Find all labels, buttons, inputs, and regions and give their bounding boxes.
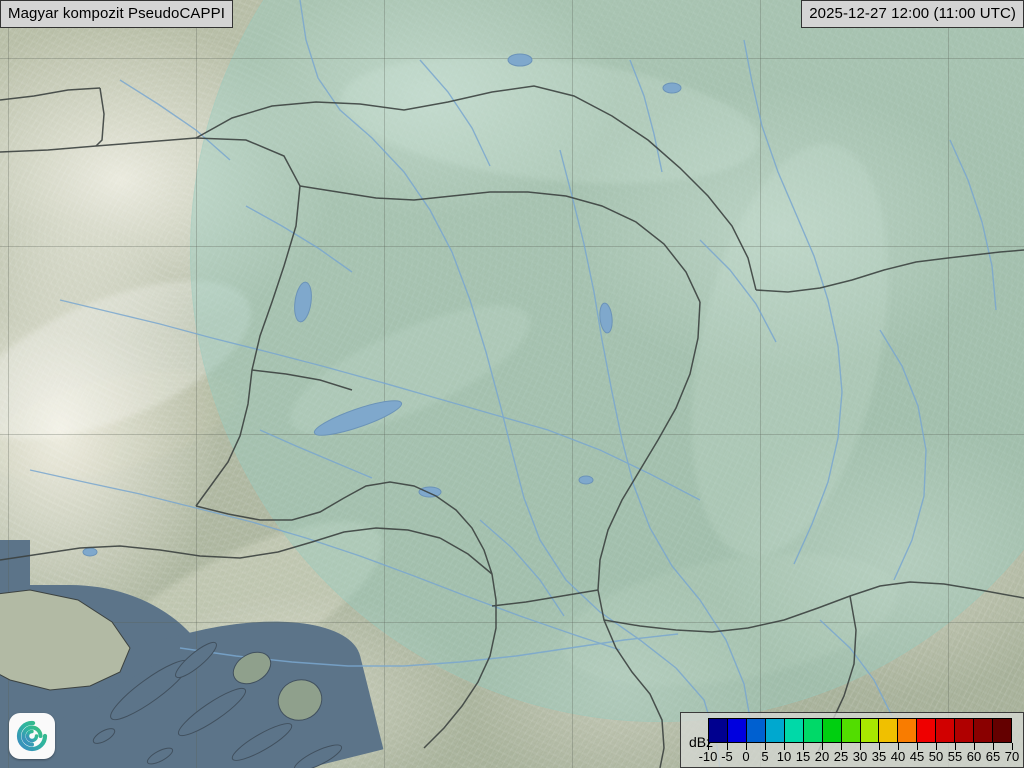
colorbar-tick [784, 743, 785, 750]
colorbar-tick-label: 35 [871, 749, 887, 764]
colorbar-tick-label: 45 [909, 749, 925, 764]
colorbar-tick-label: 40 [890, 749, 906, 764]
colorbar-ticks [708, 743, 1013, 751]
colorbar-tick [993, 743, 994, 750]
colorbar-band [879, 719, 899, 742]
colorbar-band [898, 719, 918, 742]
spiral-icon [16, 720, 48, 752]
colorbar-band [709, 719, 728, 742]
colorbar-tick [727, 743, 728, 750]
colorbar-tick [898, 743, 899, 750]
weather-service-logo[interactable] [9, 713, 55, 759]
colorbar-tick [803, 743, 804, 750]
lakes [82, 53, 682, 557]
colorbar-band [860, 719, 880, 742]
product-title: Magyar kompozit PseudoCAPPI [0, 0, 233, 28]
graticule-parallel [0, 622, 1024, 623]
colorbar-band [784, 719, 804, 742]
colorbar-tick-label: 60 [966, 749, 982, 764]
colorbar-tick [765, 743, 766, 750]
colorbar-tick-label: 50 [928, 749, 944, 764]
colorbar-tick-label: -10 [698, 749, 718, 764]
colorbar-tick-label: 70 [1004, 749, 1020, 764]
colorbar-band [746, 719, 766, 742]
timestamp-label: 2025-12-27 12:00 (11:00 UTC) [801, 0, 1024, 28]
colorbar-tick [708, 743, 709, 750]
colorbar-band [803, 719, 823, 742]
adriatic-islands [0, 589, 343, 768]
colorbar-tick [860, 743, 861, 750]
colorbar-tick [822, 743, 823, 750]
colorbar-tick-label: 25 [833, 749, 849, 764]
graticule-meridian [760, 0, 761, 768]
country-borders [0, 85, 1024, 768]
colorbar-tick-label: 15 [795, 749, 811, 764]
colorbar-band [765, 719, 785, 742]
colorbar [708, 718, 1012, 743]
colorbar-tick-labels: -10 -5 0 5 10 15 20 25 30 35 40 45 50 55 60 65 70 [699, 749, 1020, 767]
colorbar-band [993, 719, 1011, 742]
colorbar-band [917, 719, 937, 742]
colorbar-tick-label: -5 [721, 749, 733, 764]
colorbar-tick [917, 743, 918, 750]
colorbar-tick [879, 743, 880, 750]
graticule-meridian [8, 0, 9, 768]
colorbar-tick [841, 743, 842, 750]
colorbar-tick [974, 743, 975, 750]
colorbar-tick-label: 30 [852, 749, 868, 764]
colorbar-tick-label: 10 [776, 749, 792, 764]
colorbar-band [822, 719, 842, 742]
graticule-meridian [196, 0, 197, 768]
colorbar-tick-label: 65 [985, 749, 1001, 764]
legend-unit-label: dBz [689, 734, 714, 750]
dbz-colorbar-legend: dBz -10 -5 0 5 10 15 20 25 30 35 40 45 50 55 60 65 70 [680, 712, 1024, 768]
colorbar-tick [746, 743, 747, 750]
graticule-parallel [0, 434, 1024, 435]
colorbar-band [936, 719, 956, 742]
graticule-meridian [948, 0, 949, 768]
colorbar-tick [955, 743, 956, 750]
colorbar-band [955, 719, 975, 742]
colorbar-band [841, 719, 861, 742]
colorbar-tick [936, 743, 937, 750]
colorbar-tick-label: 55 [947, 749, 963, 764]
colorbar-tick-label: 5 [761, 749, 769, 764]
graticule-parallel [0, 246, 1024, 247]
graticule-meridian [572, 0, 573, 768]
colorbar-band [727, 719, 747, 742]
colorbar-band [974, 719, 994, 742]
colorbar-tick-label: 0 [742, 749, 750, 764]
colorbar-tick-label: 20 [814, 749, 830, 764]
river-network [29, 0, 997, 768]
colorbar-tick [1012, 743, 1013, 750]
